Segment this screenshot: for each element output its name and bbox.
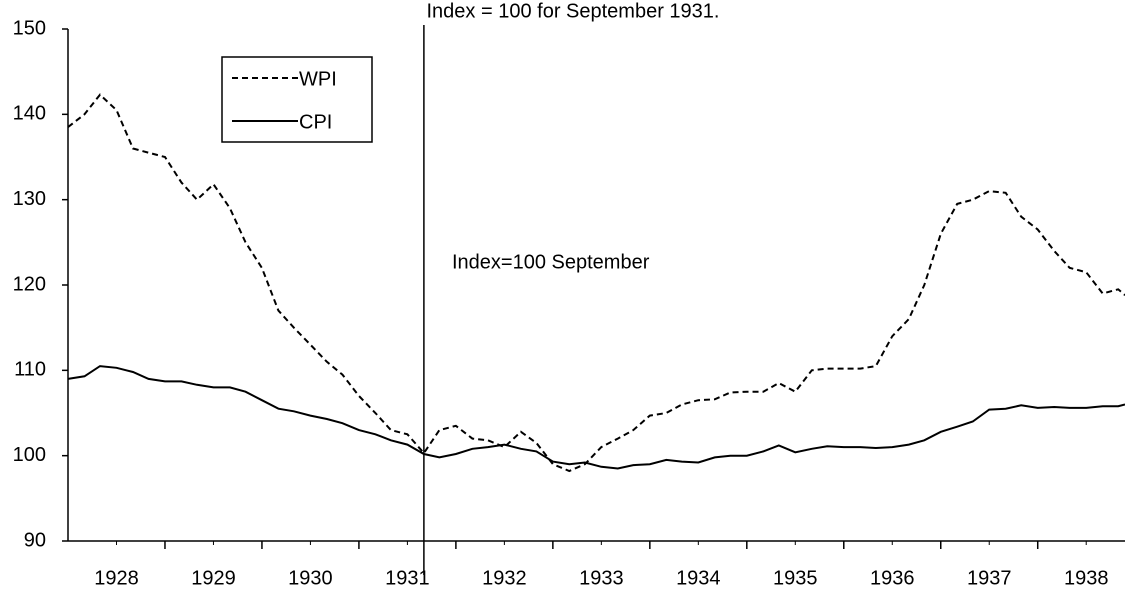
x-tick-label: 1936 [870, 567, 915, 589]
x-tick-label: 1937 [967, 567, 1012, 589]
x-tick-label: 1935 [773, 567, 818, 589]
annotation: Index=100 September [452, 251, 650, 273]
y-tick-label: 140 [13, 103, 46, 125]
x-tick-label: 1934 [676, 567, 721, 589]
x-tick-label: 1929 [191, 567, 236, 589]
legend-label: WPI [299, 68, 337, 90]
x-tick-label: 1930 [288, 567, 333, 589]
series-line [67, 365, 1125, 470]
legend-label: CPI [299, 111, 332, 133]
y-tick-label: 90 [24, 529, 46, 551]
x-tick-label: 1928 [94, 567, 139, 589]
y-tick-label: 130 [13, 188, 46, 210]
y-tick-label: 110 [14, 359, 46, 381]
legend-box [221, 56, 373, 143]
x-tick-label: 1933 [579, 567, 624, 589]
y-tick-label: 150 [13, 17, 46, 39]
x-tick-label: 1932 [482, 567, 527, 589]
y-tick-label: 120 [13, 273, 46, 295]
series-line [67, 93, 1125, 473]
x-tick-label: 1938 [1064, 567, 1109, 589]
y-tick-label: 100 [13, 444, 46, 466]
x-tick-label: 1931 [385, 567, 430, 589]
chart-title: Index = 100 for September 1931. [427, 0, 720, 22]
